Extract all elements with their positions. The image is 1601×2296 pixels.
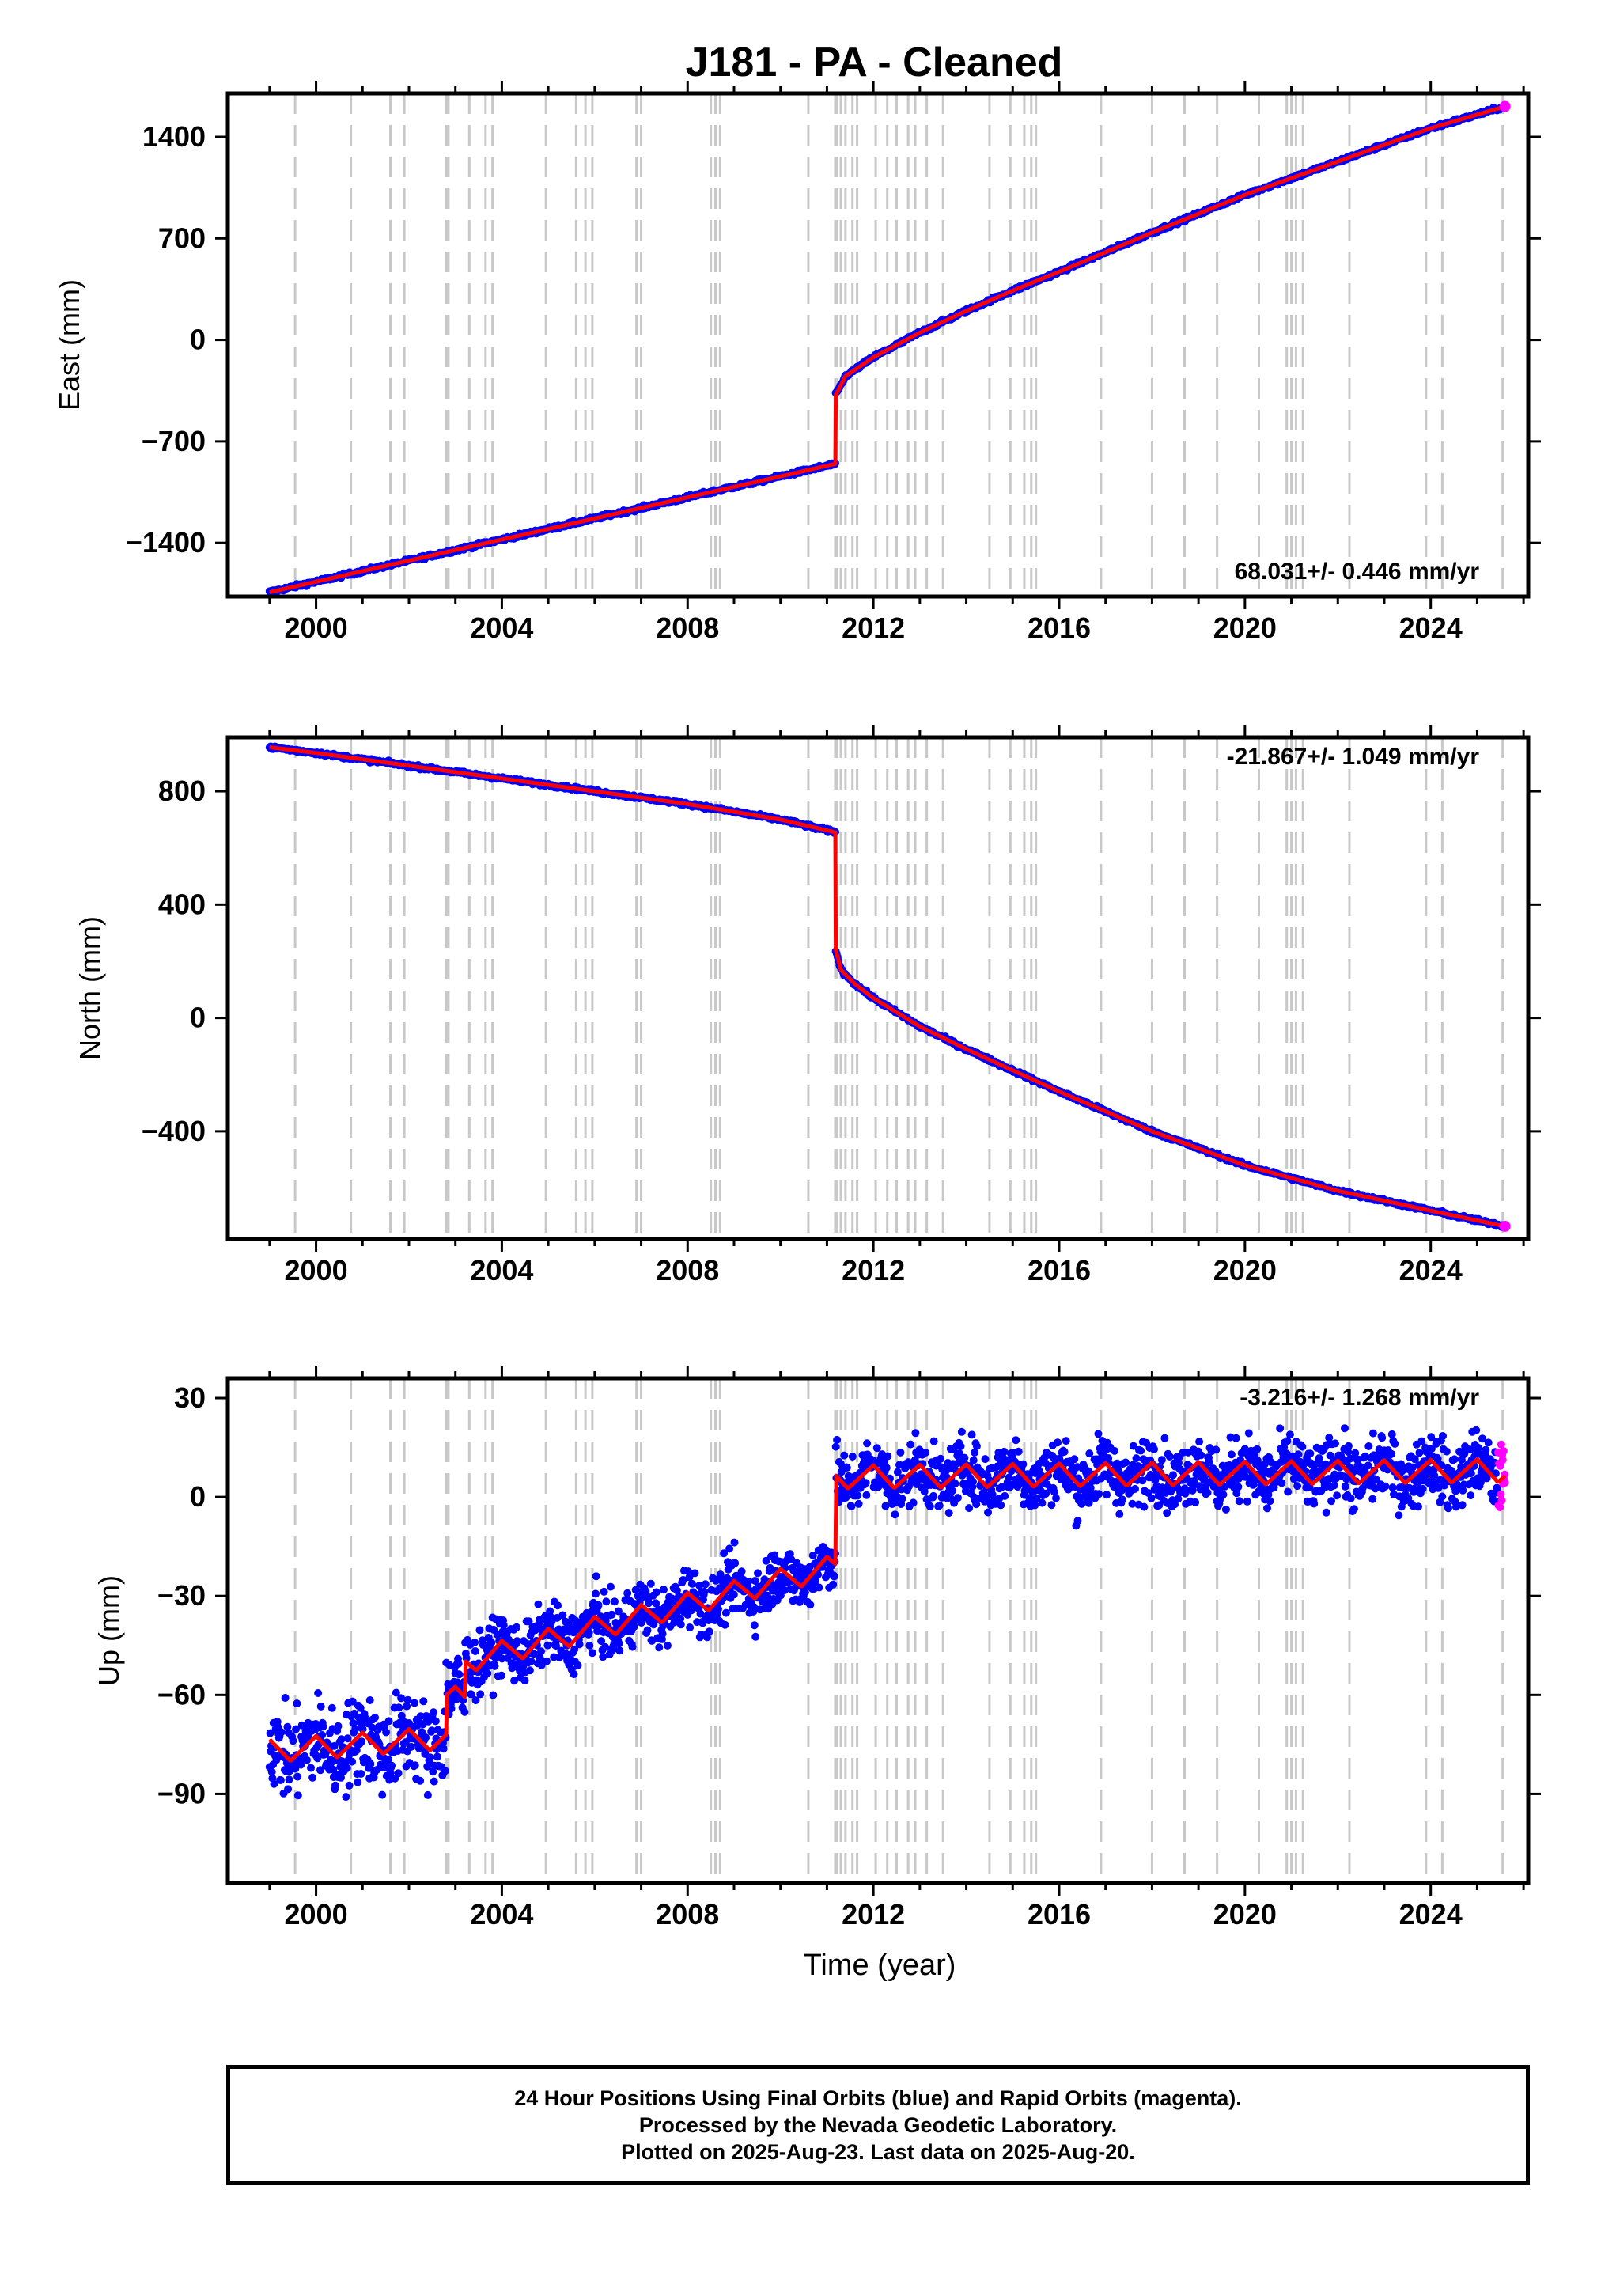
plot-frame xyxy=(225,735,1531,1241)
chart-title: J181 - PA - Cleaned xyxy=(686,40,1063,85)
x-tick-label: 2008 xyxy=(656,612,719,644)
footer-caption-box: 24 Hour Positions Using Final Orbits (bl… xyxy=(226,2065,1530,2185)
data-points xyxy=(265,742,1511,1232)
x-tick-label: 2024 xyxy=(1399,1898,1463,1930)
rate-label: -3.216+/- 1.268 mm/yr xyxy=(1240,1385,1479,1411)
x-tick-label: 2004 xyxy=(470,612,533,644)
plot-frame xyxy=(225,91,1531,599)
rapid-orbit-points xyxy=(1493,1440,1509,1512)
rate-label: 68.031+/- 0.446 mm/yr xyxy=(1235,559,1480,585)
rate-label: -21.867+/- 1.049 mm/yr xyxy=(1227,744,1480,770)
y-tick-label: −30 xyxy=(157,1579,206,1612)
x-tick-label: 2020 xyxy=(1213,612,1277,644)
x-tick-label: 2008 xyxy=(656,1254,719,1286)
footer-line-3: Plotted on 2025-Aug-23. Last data on 202… xyxy=(621,2140,1135,2164)
model-line xyxy=(269,745,1506,1229)
x-tick-label: 2012 xyxy=(842,1898,905,1930)
data-points xyxy=(265,1424,1509,1802)
data-points xyxy=(265,100,1511,597)
event-lines xyxy=(293,1378,1504,1883)
y-tick-label: 0 xyxy=(190,1480,206,1513)
model-line xyxy=(269,104,1506,594)
panels-group: 2000 2004 2008 2012 2016 2020 2024 1400 700 0 −700… xyxy=(53,81,1541,1982)
y-tick-label: 0 xyxy=(190,1002,206,1034)
y-tick-label: 800 xyxy=(158,775,206,807)
y-tick-label: 0 xyxy=(190,324,206,356)
footer-line-1: 24 Hour Positions Using Final Orbits (bl… xyxy=(514,2086,1242,2110)
y-axis-label: North (mm) xyxy=(74,916,106,1060)
rapid-orbit-point xyxy=(1499,1220,1511,1232)
y-axis-label: East (mm) xyxy=(53,279,85,411)
y-tick-label: −60 xyxy=(157,1678,206,1711)
footer-line-2: Processed by the Nevada Geodetic Laborat… xyxy=(638,2113,1118,2137)
y-tick-label: 1400 xyxy=(142,120,206,153)
y-tick-label: 400 xyxy=(158,888,206,920)
x-tick-label: 2012 xyxy=(842,1254,905,1286)
x-tick-label: 2000 xyxy=(285,1254,348,1286)
event-lines xyxy=(293,737,1504,1239)
y-tick-label: 700 xyxy=(158,222,206,254)
x-axis-label: Time (year) xyxy=(804,1949,956,1982)
x-tick-label: 2004 xyxy=(470,1898,533,1930)
y-tick-label: 30 xyxy=(174,1381,206,1414)
x-tick-label: 2016 xyxy=(1028,1254,1091,1286)
x-tick-label: 2020 xyxy=(1213,1254,1277,1286)
x-tick-label: 2020 xyxy=(1213,1898,1277,1930)
y-tick-label: −90 xyxy=(157,1777,206,1809)
panel-up: 2000 2004 2008 2012 2016 2020 2024 30 0 −30 −60 −90… xyxy=(93,1366,1541,1982)
y-axis-label: Up (mm) xyxy=(93,1575,125,1686)
rapid-orbit-point xyxy=(1499,100,1511,112)
plot-frame xyxy=(225,1376,1531,1885)
x-tick-label: 2016 xyxy=(1028,1898,1091,1930)
x-tick-label: 2016 xyxy=(1028,612,1091,644)
x-tick-label: 2008 xyxy=(656,1898,719,1930)
panel-north: 2000 2004 2008 2012 2016 2020 2024 800 400 0 −400 N… xyxy=(74,725,1541,1286)
panel-east: 2000 2004 2008 2012 2016 2020 2024 1400 700 0 −700… xyxy=(53,81,1541,644)
x-tick-label: 2000 xyxy=(285,1898,348,1930)
y-tick-label: −1400 xyxy=(126,526,206,559)
x-tick-label: 2024 xyxy=(1399,612,1463,644)
y-tick-label: −700 xyxy=(142,425,206,457)
model-line xyxy=(268,1457,1507,1763)
x-tick-label: 2024 xyxy=(1399,1254,1463,1286)
x-tick-label: 2004 xyxy=(470,1254,533,1286)
y-tick-label: −400 xyxy=(142,1115,206,1147)
x-tick-label: 2000 xyxy=(285,612,348,644)
x-tick-label: 2012 xyxy=(842,612,905,644)
